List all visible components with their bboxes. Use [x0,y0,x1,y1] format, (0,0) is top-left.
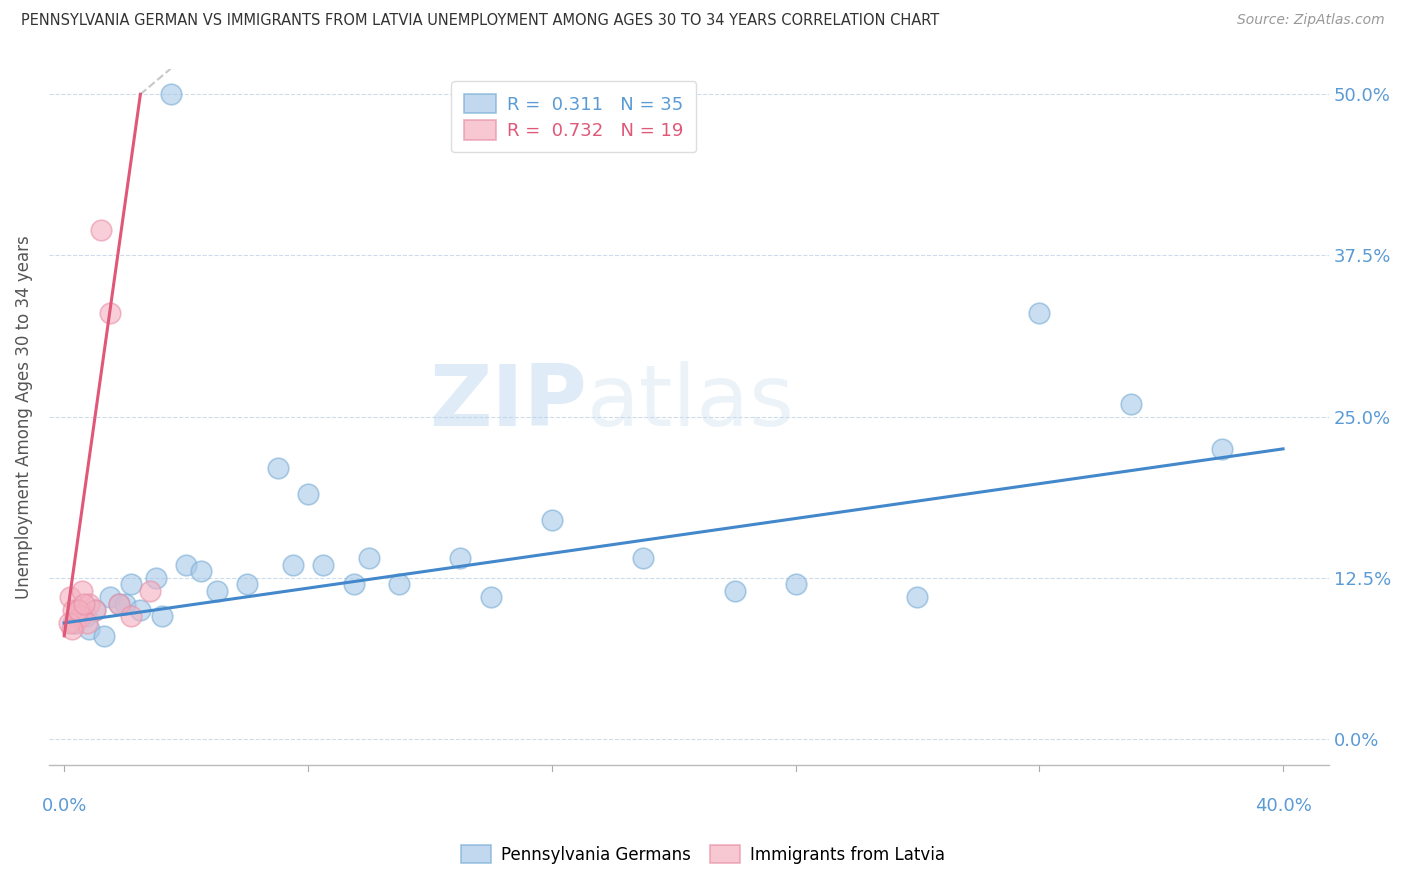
Point [73,597,96,611]
Point [723,583,745,598]
Point [65,609,87,624]
Legend: R =  0.311   N = 35, R =  0.732   N = 19: R = 0.311 N = 35, R = 0.732 N = 19 [451,81,696,153]
Point [205,583,228,598]
Point [69,603,91,617]
Text: 40.0%: 40.0% [1254,797,1312,815]
Point [120,577,142,591]
Point [120,609,142,624]
Point [63,615,86,630]
Point [62,615,84,630]
Point [343,577,366,591]
Point [77,623,100,637]
Point [388,577,411,591]
Point [75,609,97,624]
Point [236,577,259,591]
Point [93,629,115,643]
Point [60,623,83,637]
Point [160,87,183,102]
Point [785,577,807,591]
Point [90,222,112,236]
Point [83,603,105,617]
Legend: Pennsylvania Germans, Immigrants from Latvia: Pennsylvania Germans, Immigrants from La… [454,838,952,871]
Point [357,551,380,566]
Point [58,615,80,630]
Point [1028,306,1050,320]
Point [83,603,105,617]
Point [114,597,136,611]
Point [905,590,928,604]
Text: ZIP: ZIP [429,361,586,444]
Point [1211,442,1233,456]
Point [70,609,93,624]
Point [479,590,502,604]
Point [129,603,152,617]
Point [150,609,173,624]
Point [190,565,212,579]
Point [59,590,82,604]
Point [297,487,319,501]
Point [77,597,100,611]
Point [69,603,91,617]
Point [145,571,167,585]
Point [62,603,84,617]
Point [174,558,197,572]
Text: Source: ZipAtlas.com: Source: ZipAtlas.com [1237,13,1385,28]
Point [108,597,131,611]
Point [1119,397,1142,411]
Y-axis label: Unemployment Among Ages 30 to 34 years: Unemployment Among Ages 30 to 34 years [15,235,32,599]
Point [108,597,131,611]
Text: 0.0%: 0.0% [42,797,87,815]
Point [540,513,562,527]
Point [98,590,121,604]
Point [72,583,94,598]
Point [98,306,121,320]
Point [631,551,654,566]
Text: atlas: atlas [586,361,794,444]
Text: PENNSYLVANIA GERMAN VS IMMIGRANTS FROM LATVIA UNEMPLOYMENT AMONG AGES 30 TO 34 Y: PENNSYLVANIA GERMAN VS IMMIGRANTS FROM L… [21,13,939,29]
Point [312,558,335,572]
Point [76,615,98,630]
Point [138,583,160,598]
Point [66,603,89,617]
Point [281,558,304,572]
Point [449,551,471,566]
Point [266,461,288,475]
